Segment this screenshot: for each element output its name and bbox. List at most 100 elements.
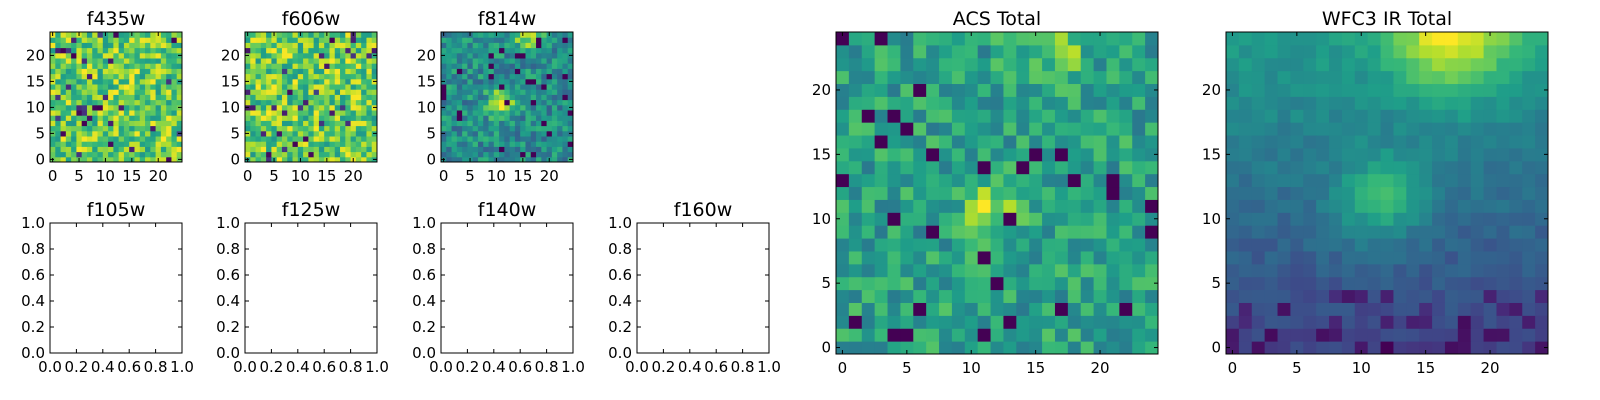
heatmap-cell bbox=[1419, 160, 1433, 175]
heatmap-cell bbox=[1457, 263, 1472, 278]
heatmap-cell bbox=[499, 104, 505, 111]
heatmap-cell bbox=[102, 52, 109, 59]
heatmap-cell bbox=[92, 104, 99, 111]
heatmap-cell bbox=[139, 89, 146, 95]
heatmap-cell bbox=[1316, 96, 1330, 110]
heatmap-cell bbox=[1264, 186, 1279, 200]
heatmap-cell bbox=[308, 115, 315, 121]
heatmap-cell bbox=[472, 120, 479, 127]
heatmap-cell bbox=[1329, 96, 1343, 110]
heatmap-cell bbox=[1226, 341, 1240, 355]
heatmap-cell bbox=[303, 125, 309, 132]
heatmap-cell bbox=[1393, 289, 1407, 303]
heatmap-cell bbox=[567, 146, 574, 153]
heatmap-cell bbox=[334, 94, 341, 101]
heatmap-cell bbox=[65, 84, 72, 90]
heatmap-cell bbox=[1419, 32, 1433, 46]
heatmap-cell bbox=[139, 52, 146, 59]
heatmap-cell bbox=[1483, 276, 1497, 291]
heatmap-cell bbox=[913, 328, 927, 342]
heatmap-cell bbox=[245, 47, 251, 54]
heatmap-cell bbox=[446, 151, 453, 158]
heatmap-cell bbox=[451, 32, 458, 38]
heatmap-cell bbox=[292, 130, 299, 137]
heatmap-cell bbox=[964, 135, 979, 149]
heatmap-cell bbox=[1080, 315, 1095, 329]
heatmap-cell bbox=[1432, 44, 1446, 59]
heatmap-cell bbox=[990, 32, 1004, 46]
heatmap-cell bbox=[1354, 57, 1369, 72]
heatmap-cell bbox=[1509, 276, 1523, 291]
heatmap-cell bbox=[160, 136, 167, 142]
heatmap-cell bbox=[287, 32, 294, 38]
x-tick-label: 10 bbox=[487, 167, 506, 185]
heatmap-cell bbox=[951, 173, 966, 188]
heatmap-cell bbox=[1354, 225, 1369, 239]
heatmap-cell bbox=[266, 156, 272, 163]
heatmap-cell bbox=[113, 99, 120, 106]
heatmap-cell bbox=[324, 84, 330, 90]
heatmap-cell bbox=[86, 115, 93, 121]
heatmap-cell bbox=[1329, 341, 1343, 355]
heatmap-cell bbox=[1067, 238, 1082, 252]
heatmap-cell bbox=[329, 99, 336, 106]
heatmap-cell bbox=[1509, 225, 1523, 239]
heatmap-cell bbox=[504, 47, 511, 54]
heatmap-cell bbox=[1277, 238, 1291, 252]
heatmap-cell bbox=[536, 47, 542, 54]
heatmap-cell bbox=[977, 147, 992, 162]
heatmap-cell bbox=[1251, 199, 1266, 213]
heatmap-cell bbox=[271, 68, 278, 75]
heatmap-cell bbox=[255, 151, 262, 158]
heatmap-cell bbox=[977, 238, 992, 252]
heatmap-cell bbox=[1432, 147, 1446, 162]
heatmap-cell bbox=[123, 84, 130, 90]
heatmap-cell bbox=[1119, 302, 1133, 316]
heatmap-cell bbox=[71, 84, 77, 90]
heatmap-cell bbox=[308, 89, 315, 95]
heatmap-cell bbox=[1354, 289, 1369, 303]
heatmap-cell bbox=[472, 104, 479, 111]
heatmap-cell bbox=[887, 44, 901, 59]
heatmap-cell bbox=[276, 141, 283, 147]
heatmap-cell bbox=[567, 141, 574, 147]
heatmap-cell bbox=[255, 52, 262, 59]
heatmap-cell bbox=[1264, 96, 1279, 110]
heatmap-cell bbox=[292, 37, 299, 43]
heatmap-cell bbox=[874, 250, 889, 265]
heatmap-cell bbox=[150, 32, 157, 38]
heatmap-cell bbox=[836, 96, 850, 110]
heatmap-cell bbox=[964, 83, 979, 97]
heatmap-cell bbox=[50, 42, 56, 49]
heatmap-cell bbox=[313, 104, 320, 111]
heatmap-cell bbox=[1080, 276, 1095, 291]
heatmap-cell bbox=[1419, 315, 1433, 329]
heatmap-cell bbox=[1393, 225, 1407, 239]
heatmap-cell bbox=[874, 225, 889, 239]
heatmap-cell bbox=[488, 156, 495, 163]
heatmap-cell bbox=[1226, 57, 1240, 72]
heatmap-cell bbox=[313, 78, 320, 85]
heatmap-cell bbox=[366, 63, 373, 69]
heatmap-cell bbox=[493, 94, 500, 101]
heatmap-cell bbox=[371, 32, 378, 38]
heatmap-cell bbox=[308, 136, 315, 142]
heatmap-cell bbox=[1380, 341, 1394, 355]
heatmap-cell bbox=[1303, 122, 1317, 136]
heatmap-cell bbox=[499, 52, 505, 59]
heatmap-cell bbox=[176, 146, 183, 153]
heatmap-cell bbox=[134, 110, 141, 116]
heatmap-cell bbox=[477, 42, 484, 49]
heatmap-cell bbox=[472, 141, 479, 147]
heatmap-cell bbox=[1329, 160, 1343, 175]
heatmap-cell bbox=[456, 120, 463, 127]
heatmap-cell bbox=[245, 68, 251, 75]
heatmap-cell bbox=[1432, 212, 1446, 226]
heatmap-cell bbox=[324, 47, 330, 54]
heatmap-cell bbox=[951, 147, 966, 162]
heatmap-cell bbox=[567, 84, 574, 90]
heatmap-cell bbox=[990, 328, 1004, 342]
heatmap-cell bbox=[1496, 263, 1510, 278]
heatmap-cell bbox=[1316, 70, 1330, 85]
heatmap-cell bbox=[266, 115, 272, 121]
